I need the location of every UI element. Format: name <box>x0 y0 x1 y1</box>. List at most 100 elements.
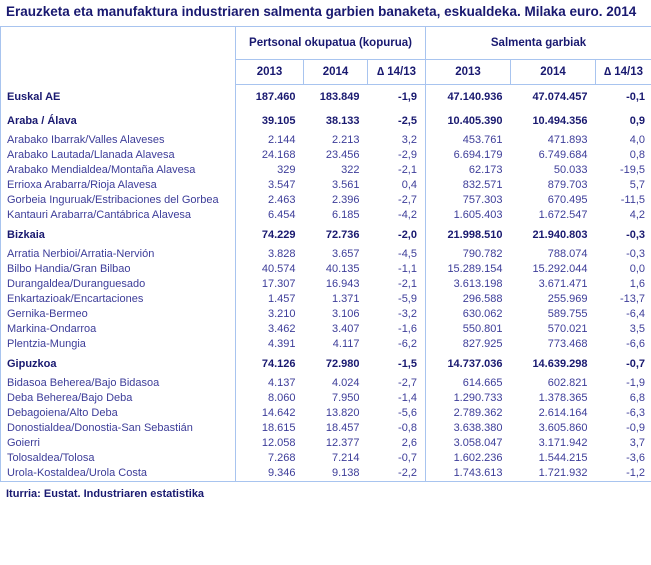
row-label: Urola-Kostaldea/Urola Costa <box>0 466 236 482</box>
group-header-pertsonal-okupatua: Pertsonal okupatua (kopurua) <box>235 26 426 60</box>
cell-value: 4.391 <box>267 338 296 350</box>
row-label: Araba / Álava <box>0 109 236 133</box>
table-body: Euskal AE 187.460 183.849 -1,9 47.140.936 47.… <box>0 84 651 482</box>
row-label: Durangaldea/Duranguesado <box>0 277 236 292</box>
cell-value: 3.671.471 <box>538 278 588 290</box>
corner-cell <box>0 26 236 85</box>
cell-value: 453.761 <box>462 134 503 146</box>
cell-value: 2,6 <box>367 436 426 451</box>
table-row: Goierri 12.058 12.377 2,6 3.058.047 3.171.942… <box>0 436 651 451</box>
cell-value: 62.173 <box>468 164 503 176</box>
cell-value: 2.213 <box>331 134 360 146</box>
cell-value: 47.140.936 <box>447 91 503 103</box>
cell-value: -0,7 <box>626 358 646 370</box>
cell-value: 1.672.547 <box>538 209 588 221</box>
col-header-salmenta-2: ∆ 14/13 <box>595 59 651 85</box>
cell-value: 4,2 <box>629 209 646 221</box>
row-label: Arabako Lautada/Llanada Alavesa <box>0 148 236 163</box>
cell-value: 183.849 <box>319 91 360 103</box>
cell-value: -1,9 <box>626 377 646 389</box>
cell-value: -6,2 <box>367 337 426 352</box>
table-row: Donostialdea/Donostia-San Sebastián 18.61… <box>0 421 651 436</box>
cell-value: 14.642 <box>261 407 296 419</box>
table-row: Enkartazioak/Encartaciones 1.457 1.371 -5,9… <box>0 292 651 307</box>
cell-value: 788.074 <box>547 248 588 260</box>
cell-value: -2,7 <box>367 376 426 391</box>
cell-value: -2,1 <box>367 277 426 292</box>
cell-value: -0,3 <box>626 229 646 241</box>
row-label: Gernika-Bermeo <box>0 307 236 322</box>
table-row: Markina-Ondarroa 3.462 3.407 -1,6 550.801 570… <box>0 322 651 337</box>
cell-value: 1.457 <box>267 293 296 305</box>
row-label: Enkartazioak/Encartaciones <box>0 292 236 307</box>
cell-value: -1,4 <box>367 391 426 406</box>
cell-value: 602.821 <box>547 377 588 389</box>
cell-value: 757.303 <box>462 194 503 206</box>
col-header-pertsonal-1: 2014 <box>303 59 368 85</box>
cell-value: -6,3 <box>626 407 646 419</box>
row-label: Goierri <box>0 436 236 451</box>
row-label: Bilbo Handia/Gran Bilbao <box>0 262 236 277</box>
cell-value: -4,5 <box>367 247 426 262</box>
cell-value: 72.736 <box>325 229 360 241</box>
cell-value: 3.561 <box>331 179 360 191</box>
cell-value: 3.547 <box>267 179 296 191</box>
cell-value: 3.657 <box>331 248 360 260</box>
cell-value: 3.462 <box>267 323 296 335</box>
cell-value: -1,5 <box>367 352 426 376</box>
table-row: Plentzia-Mungia 4.391 4.117 -6,2 827.925 773.… <box>0 337 651 352</box>
cell-value: 3,2 <box>367 133 426 148</box>
group-header-row: Pertsonal okupatua (kopurua) Salmenta ga… <box>0 26 651 85</box>
cell-value: 2.614.164 <box>538 407 588 419</box>
table-row: Arratia Nerbioi/Arratia-Nervión 3.828 3.65… <box>0 247 651 262</box>
cell-value: 1.290.733 <box>453 392 503 404</box>
table-row: Arabako Ibarrak/Valles Alaveses 2.144 2.21… <box>0 133 651 148</box>
cell-value: 40.135 <box>325 263 360 275</box>
cell-value: 1.602.236 <box>453 452 503 464</box>
cell-value: 2.463 <box>267 194 296 206</box>
cell-value: 0,4 <box>367 178 426 193</box>
cell-value: 5,7 <box>629 179 646 191</box>
cell-value: 0,8 <box>629 149 646 161</box>
cell-value: 6.694.179 <box>453 149 503 161</box>
cell-value: -2,0 <box>367 223 426 247</box>
table-row: Arabako Mendialdea/Montaña Alavesa 329 322… <box>0 163 651 178</box>
row-label: Euskal AE <box>0 84 236 109</box>
cell-value: 9.346 <box>267 467 296 479</box>
cell-value: -2,5 <box>367 109 426 133</box>
cell-value: 630.062 <box>462 308 503 320</box>
row-label: Bizkaia <box>0 223 236 247</box>
table-header: Pertsonal okupatua (kopurua) Salmenta ga… <box>0 26 651 85</box>
cell-value: 39.105 <box>261 115 296 127</box>
cell-value: 9.138 <box>331 467 360 479</box>
cell-value: 38.133 <box>325 115 360 127</box>
cell-value: 1,6 <box>629 278 646 290</box>
cell-value: 14.639.298 <box>532 358 588 370</box>
cell-value: 3.605.860 <box>538 422 588 434</box>
cell-value: 0,9 <box>629 115 646 127</box>
cell-value: 4.117 <box>332 338 360 350</box>
cell-value: 1.371 <box>331 293 360 305</box>
row-label: Donostialdea/Donostia-San Sebastián <box>0 421 236 436</box>
cell-value: -11,5 <box>620 194 646 206</box>
cell-value: 72.980 <box>325 358 360 370</box>
cell-value: 74.126 <box>261 358 296 370</box>
col-header-salmenta-0: 2013 <box>425 59 511 85</box>
table-row: Debagoiena/Alto Deba 14.642 13.820 -5,6 2.78… <box>0 406 651 421</box>
cell-value: 6.749.684 <box>538 149 588 161</box>
section-row: Euskal AE 187.460 183.849 -1,9 47.140.936 47.… <box>0 84 651 109</box>
cell-value: 2.396 <box>331 194 360 206</box>
cell-value: 23.456 <box>325 149 360 161</box>
row-label: Plentzia-Mungia <box>0 337 236 352</box>
cell-value: 18.457 <box>325 422 360 434</box>
cell-value: 3,7 <box>629 437 646 449</box>
cell-value: 790.782 <box>462 248 503 260</box>
cell-value: 16.943 <box>325 278 360 290</box>
cell-value: 21.940.803 <box>532 229 588 241</box>
cell-value: 47.074.457 <box>532 91 588 103</box>
table-row: Bilbo Handia/Gran Bilbao 40.574 40.135 -1,1… <box>0 262 651 277</box>
cell-value: -6,6 <box>626 338 646 350</box>
cell-value: 2.144 <box>267 134 296 146</box>
cell-value: 40.574 <box>261 263 296 275</box>
